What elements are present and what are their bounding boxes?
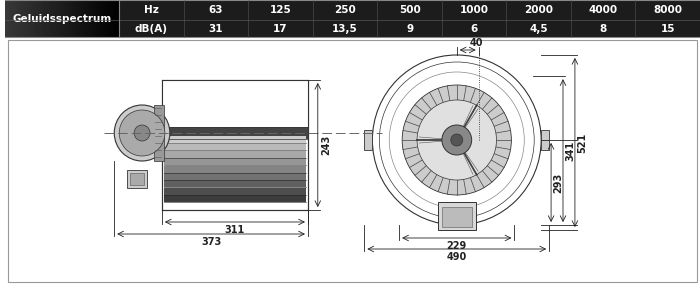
Bar [313,20,377,37]
Bar [162,80,308,127]
Circle shape [402,85,512,195]
Bar [154,105,164,161]
Bar [164,166,306,172]
Text: 500: 500 [399,5,421,15]
Bar [164,180,306,187]
Bar [119,20,184,37]
Text: 125: 125 [270,5,291,15]
Bar [442,20,506,37]
Text: 373: 373 [201,237,221,247]
Text: 293: 293 [553,172,563,193]
Text: 9: 9 [406,23,413,34]
Text: 521: 521 [577,132,587,153]
Bar [164,188,306,195]
Text: 243: 243 [321,135,331,155]
Circle shape [442,125,472,155]
Bar [377,0,442,20]
Bar [164,173,306,180]
Circle shape [114,105,170,161]
Text: 4,5: 4,5 [529,23,548,34]
Circle shape [119,110,165,156]
Bar [438,202,475,230]
Text: 17: 17 [273,23,288,34]
Bar [184,20,248,37]
Bar [636,0,700,20]
Circle shape [372,55,541,225]
Circle shape [134,125,150,141]
Bar [377,20,442,37]
Text: 311: 311 [225,225,245,235]
Text: Hz: Hz [144,5,159,15]
Bar [164,195,306,202]
Bar [164,158,306,165]
Bar [248,0,313,20]
Text: 229: 229 [447,241,467,251]
Bar [571,20,636,37]
Bar [506,0,571,20]
Text: 341: 341 [565,141,575,161]
Text: dB(A): dB(A) [135,23,168,34]
Bar [442,0,506,20]
Bar [119,0,184,20]
Text: 13,5: 13,5 [332,23,358,34]
Text: 2000: 2000 [524,5,553,15]
Bar [130,173,144,185]
Text: 63: 63 [209,5,223,15]
Bar [571,0,636,20]
Bar [8,40,697,282]
Text: 40: 40 [470,38,483,48]
Bar [365,130,372,150]
Bar [248,20,313,37]
Text: 8000: 8000 [653,5,682,15]
Bar [636,20,700,37]
Circle shape [417,100,496,180]
Bar [162,80,308,210]
Text: 490: 490 [447,252,467,262]
Bar [127,170,147,188]
Bar [506,20,571,37]
Text: 15: 15 [661,23,675,34]
Text: 31: 31 [209,23,223,34]
Bar [313,0,377,20]
Circle shape [451,134,463,146]
Bar [164,151,306,158]
Bar [164,144,306,150]
Bar [162,127,308,139]
Bar [184,0,248,20]
Text: 8: 8 [600,23,607,34]
Bar [541,130,549,150]
Text: 1000: 1000 [460,5,489,15]
Text: 250: 250 [334,5,356,15]
Text: 4000: 4000 [589,5,618,15]
Bar [164,136,306,143]
Bar [442,207,472,227]
Text: 6: 6 [470,23,478,34]
Text: Geluidsspectrum: Geluidsspectrum [13,13,112,23]
